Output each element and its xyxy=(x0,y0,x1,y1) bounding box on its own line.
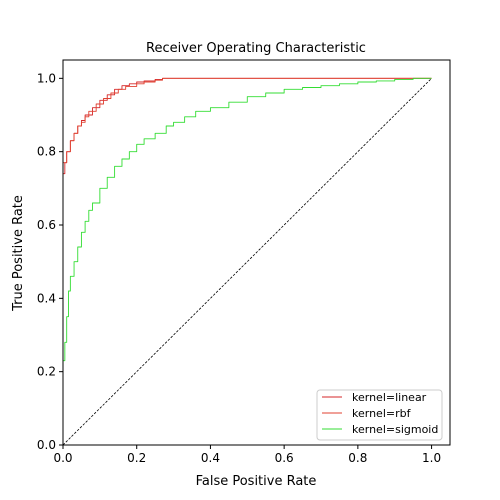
y-axis-label: True Positive Rate xyxy=(11,195,26,312)
roc-curve-kernel-rbf xyxy=(62,77,432,445)
chance-diagonal-line xyxy=(62,78,432,446)
roc-curve-kernel-sigmoid xyxy=(62,77,432,445)
plot-frame xyxy=(62,59,451,446)
plot-area xyxy=(62,59,451,446)
y-tick-label: 1.0 xyxy=(37,71,56,85)
y-tick-label: 0.8 xyxy=(37,145,56,159)
y-tick-label: 0.4 xyxy=(37,291,56,305)
y-tick-label: 0.6 xyxy=(37,218,56,232)
series-layer xyxy=(62,77,432,445)
x-axis-label: False Positive Rate xyxy=(196,474,317,489)
y-tick-label: 0.2 xyxy=(37,365,56,379)
chart-title: Receiver Operating Characteristic xyxy=(146,41,366,56)
x-tick-label: 1.0 xyxy=(422,451,441,465)
x-axis-ticks: 0.0 0.2 0.4 0.6 0.8 1.0 xyxy=(53,445,441,465)
x-tick-label: 0.2 xyxy=(127,451,146,465)
x-tick-label: 0.4 xyxy=(201,451,220,465)
legend-label: kernel=linear xyxy=(352,391,427,404)
y-tick-label: 0.0 xyxy=(37,438,56,452)
x-tick-label: 0.0 xyxy=(53,451,72,465)
legend-box xyxy=(316,389,443,441)
x-tick-label: 0.6 xyxy=(275,451,294,465)
x-tick-label: 0.8 xyxy=(348,451,367,465)
diagonal-layer xyxy=(62,78,432,446)
legend-label: kernel=rbf xyxy=(352,407,412,420)
legend-label: kernel=sigmoid xyxy=(352,423,438,436)
y-axis-ticks: 0.0 0.2 0.4 0.6 0.8 1.0 xyxy=(37,71,63,452)
legend: kernel=linear kernel=rbf kernel=sigmoid xyxy=(316,389,443,441)
